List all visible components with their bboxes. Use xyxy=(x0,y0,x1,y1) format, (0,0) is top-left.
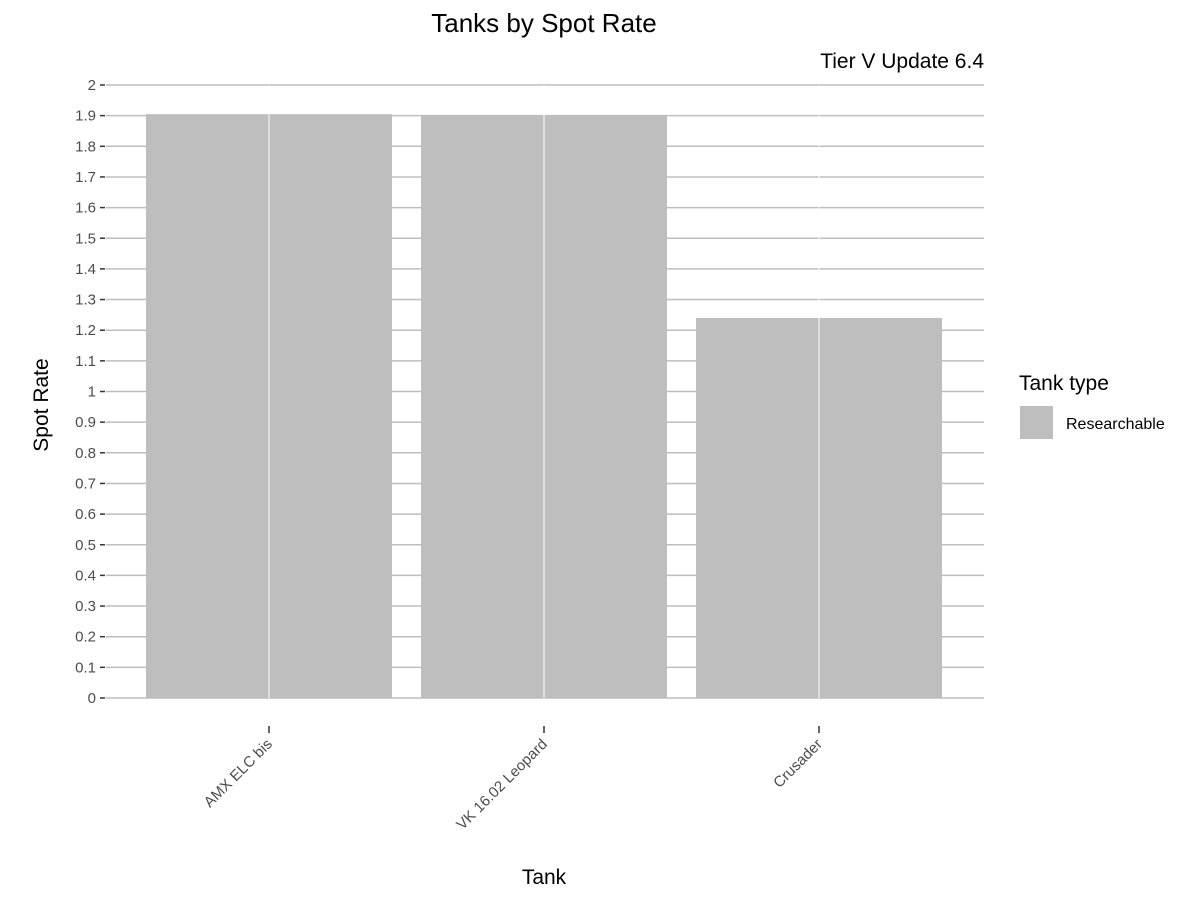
legend-title: Tank type xyxy=(1019,372,1109,395)
x-axis: AMX ELC bis VK 16.02 Leopard Crusader xyxy=(201,726,826,833)
y-tick-label: 0.4 xyxy=(75,567,96,584)
y-tick-label: 2 xyxy=(88,77,96,94)
x-tick-label: AMX ELC bis xyxy=(201,736,276,811)
y-tick-label: 1.3 xyxy=(75,292,96,309)
y-tick-label: 1.9 xyxy=(75,108,96,125)
y-tick-label: 1.5 xyxy=(75,230,96,247)
y-tick-label: 0 xyxy=(88,690,96,707)
y-tick-label: 1.1 xyxy=(75,353,96,370)
y-axis-title: Spot Rate xyxy=(30,358,53,451)
y-tick-label: 1.4 xyxy=(75,261,96,278)
y-tick-label: 0.5 xyxy=(75,537,96,554)
legend: Tank type Researchable xyxy=(1019,372,1165,439)
y-tick-label: 1.7 xyxy=(75,169,96,186)
x-axis-title: Tank xyxy=(522,866,567,889)
x-tick-label: VK 16.02 Leopard xyxy=(453,736,551,834)
legend-swatch xyxy=(1020,406,1053,439)
y-tick-label: 0.8 xyxy=(75,445,96,462)
y-tick-label: 0.9 xyxy=(75,414,96,431)
bars xyxy=(146,85,942,699)
chart-title: Tanks by Spot Rate xyxy=(431,8,656,38)
y-axis: 0 0.1 0.2 0.3 0.4 0.5 0.6 0.7 0.8 0.9 1 1.1 1.2 1.3 1.… xyxy=(75,77,105,707)
y-tick-label: 0.6 xyxy=(75,506,96,523)
chart-subtitle: Tier V Update 6.4 xyxy=(820,50,984,73)
y-tick-label: 1.6 xyxy=(75,200,96,217)
y-tick-label: 0.1 xyxy=(75,659,96,676)
y-tick-label: 0.7 xyxy=(75,475,96,492)
y-tick-label: 1.2 xyxy=(75,322,96,339)
y-tick-label: 1.8 xyxy=(75,138,96,155)
y-tick-label: 1 xyxy=(88,384,96,401)
y-tick-label: 0.2 xyxy=(75,629,96,646)
legend-label-researchable: Researchable xyxy=(1066,416,1165,433)
y-tick-label: 0.3 xyxy=(75,598,96,615)
x-tick-label: Crusader xyxy=(770,736,826,792)
